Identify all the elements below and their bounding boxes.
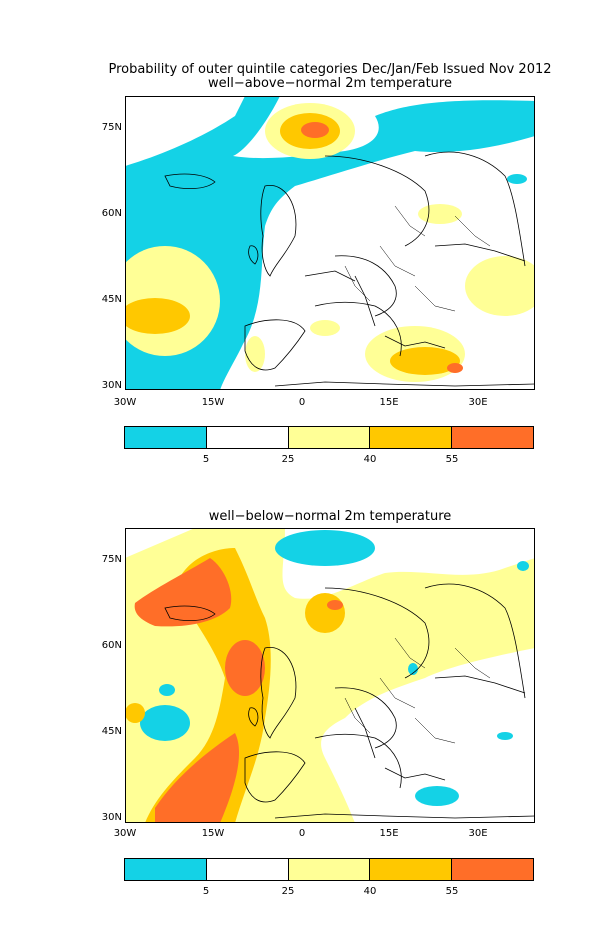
lon-label: 15W — [201, 397, 225, 408]
cyan-blob-mid — [140, 705, 190, 741]
orange-blob-atlantic — [125, 298, 190, 334]
colorbar-label: 40 — [363, 454, 377, 465]
probability-map-below — [125, 528, 535, 823]
colorbar-segment-orange — [369, 859, 452, 880]
figure-main-title: Probability of outer quintile categories… — [108, 62, 552, 77]
colorbar-segment-white — [205, 427, 288, 448]
lon-label: 15W — [201, 828, 225, 839]
lon-label: 30W — [113, 828, 137, 839]
colorbar-label: 5 — [202, 454, 210, 465]
orange-region-band — [145, 548, 271, 823]
colorbar-segment-white — [205, 859, 288, 880]
lon-label: 15E — [379, 828, 399, 839]
panel1-title: well−above−normal 2m temperature — [208, 76, 452, 91]
lon-label: 0 — [298, 828, 306, 839]
colorbar-segment-red — [451, 859, 533, 880]
lon-label: 30E — [468, 828, 488, 839]
yellow-blob-scandinavia — [418, 204, 462, 224]
colorbar-label: 25 — [281, 454, 295, 465]
colorbar-segment-yellow — [287, 859, 370, 880]
colorbar-segment-red — [451, 427, 533, 448]
lat-label: 30N — [101, 380, 122, 391]
colorbar-label: 40 — [363, 886, 377, 897]
red-blob-center — [225, 640, 265, 696]
panel2-title: well−below−normal 2m temperature — [208, 509, 452, 524]
lat-label: 60N — [101, 208, 122, 219]
colorbar-label: 5 — [202, 886, 210, 897]
lat-label: 30N — [101, 812, 122, 823]
lon-label: 15E — [379, 397, 399, 408]
lon-label: 30W — [113, 397, 137, 408]
cyan-blob-arctic-east — [517, 561, 529, 571]
cyan-blob-greece — [415, 786, 459, 806]
cyan-blob-small — [159, 684, 175, 696]
coastlines — [164, 583, 535, 819]
map-panel-above-normal — [125, 96, 535, 390]
colorbar-below — [124, 858, 534, 881]
colorbar-above — [124, 426, 534, 449]
cyan-blob-north — [275, 530, 375, 566]
probability-map-above — [125, 96, 535, 390]
colorbar-label: 55 — [445, 886, 459, 897]
colorbar-label: 25 — [281, 886, 295, 897]
lat-label: 45N — [101, 294, 122, 305]
orange-blob-med — [390, 347, 460, 375]
border-lines — [344, 205, 491, 312]
yellow-blob-iberia — [245, 336, 265, 372]
red-blob-small — [327, 600, 343, 610]
yellow-blob-italy — [310, 320, 340, 336]
lat-label: 75N — [101, 122, 122, 133]
coastlines — [164, 151, 535, 387]
border-lines — [344, 637, 491, 744]
colorbar-segment-cyan — [125, 859, 206, 880]
cyan-blob-black-sea — [497, 732, 513, 740]
orange-blob-north — [305, 593, 345, 633]
yellow-blob-east — [465, 256, 535, 316]
red-blob-med — [447, 363, 463, 373]
lon-label: 0 — [298, 397, 306, 408]
cyan-region-north-atlantic — [125, 96, 535, 390]
colorbar-segment-yellow — [287, 427, 370, 448]
lon-label: 30E — [468, 397, 488, 408]
red-region-south — [155, 733, 240, 823]
map-panel-below-normal — [125, 528, 535, 823]
lat-label: 75N — [101, 554, 122, 565]
colorbar-label: 55 — [445, 454, 459, 465]
orange-blob-left — [125, 703, 145, 723]
colorbar-segment-orange — [369, 427, 452, 448]
colorbar-segment-cyan — [125, 427, 206, 448]
lat-label: 45N — [101, 726, 122, 737]
lat-label: 60N — [101, 640, 122, 651]
cyan-blob-baltic — [408, 663, 418, 675]
cyan-blob-east — [507, 174, 527, 184]
red-blob-arctic — [301, 122, 329, 138]
